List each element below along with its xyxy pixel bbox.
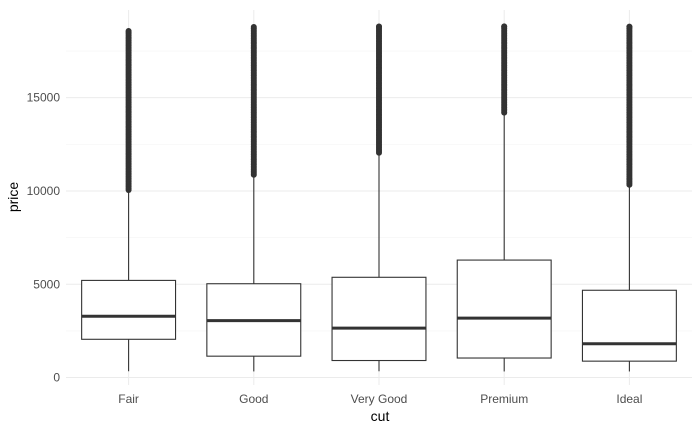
box-group (81, 28, 177, 372)
outlier-point (501, 23, 508, 30)
box-group (581, 23, 677, 372)
box-group (456, 23, 552, 372)
x-tick-label: Fair (118, 392, 139, 406)
box (456, 259, 552, 359)
outlier-point (376, 23, 382, 30)
outlier-point (125, 28, 132, 35)
y-axis-title: price (5, 182, 21, 213)
box (331, 276, 427, 362)
boxes (81, 23, 677, 372)
outlier-point (250, 24, 257, 31)
x-axis-ticks: Fair Good Very Good Premium Ideal (118, 392, 642, 406)
y-tick-label: 10000 (27, 184, 61, 198)
x-axis-title: cut (371, 408, 390, 424)
box-group (206, 24, 302, 372)
y-tick-label: 15000 (27, 91, 61, 105)
x-tick-label: Ideal (616, 392, 642, 406)
x-tick-label: Good (239, 392, 268, 406)
box (81, 279, 177, 340)
y-axis-ticks: 0 5000 10000 15000 (27, 91, 61, 385)
box-group (331, 23, 427, 372)
y-tick-label: 5000 (33, 277, 60, 291)
box (581, 289, 677, 362)
outlier-point (626, 23, 633, 30)
y-tick-label: 0 (53, 371, 60, 385)
x-tick-label: Premium (480, 392, 528, 406)
x-tick-label: Very Good (351, 392, 408, 406)
